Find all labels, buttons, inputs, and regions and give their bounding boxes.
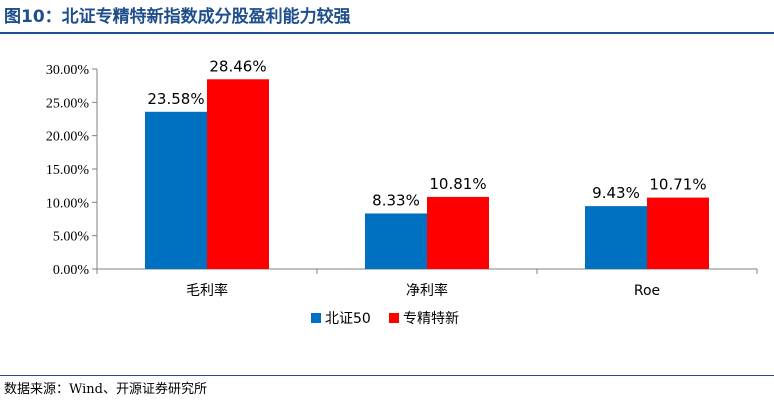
x-category-label: Roe xyxy=(634,283,660,299)
legend-swatch xyxy=(311,313,321,323)
data-labels: 23.58% 8.33% 9.43% 28.46% 10.81% 10.71% xyxy=(147,57,706,209)
y-tick-label: 15.00% xyxy=(46,163,90,178)
bar xyxy=(585,206,647,269)
x-category-label: 净利率 xyxy=(406,282,448,299)
title-divider xyxy=(0,32,774,34)
legend-label: 专精特新 xyxy=(403,311,459,327)
data-label: 9.43% xyxy=(592,184,640,202)
bar-chart: 0.00% 5.00% 10.00% 15.00% 20.00% 25.00% 30.00%… xyxy=(46,57,758,327)
y-tick-label: 5.00% xyxy=(53,230,90,245)
data-label: 10.81% xyxy=(429,175,486,193)
y-tick-label: 0.00% xyxy=(53,263,90,278)
y-tick-label: 10.00% xyxy=(46,196,90,211)
bar xyxy=(145,111,207,269)
bar xyxy=(207,79,269,269)
y-tick-label: 20.00% xyxy=(46,130,90,145)
data-label: 28.46% xyxy=(209,57,266,75)
legend-swatch xyxy=(389,313,399,323)
bar xyxy=(647,197,709,269)
bar xyxy=(365,213,427,269)
y-axis: 0.00% 5.00% 10.00% 15.00% 20.00% 25.00% 30.00% xyxy=(46,63,98,278)
bar xyxy=(427,196,489,269)
figure-title: 图10：北证专精特新指数成分股盈利能力较强 xyxy=(4,7,351,27)
data-label: 10.71% xyxy=(649,176,706,194)
y-tick-label: 25.00% xyxy=(46,96,90,111)
footer-divider xyxy=(0,375,774,376)
x-axis: 毛利率 净利率 Roe xyxy=(96,268,758,299)
y-tick-label: 30.00% xyxy=(46,63,90,78)
data-label: 8.33% xyxy=(372,191,420,209)
x-category-label: 毛利率 xyxy=(186,282,228,299)
bars xyxy=(145,79,709,269)
legend: 北证50 专精特新 xyxy=(311,311,459,327)
data-source: 数据来源：Wind、开源证券研究所 xyxy=(4,382,207,397)
data-label: 23.58% xyxy=(147,90,204,108)
legend-label: 北证50 xyxy=(325,311,371,327)
